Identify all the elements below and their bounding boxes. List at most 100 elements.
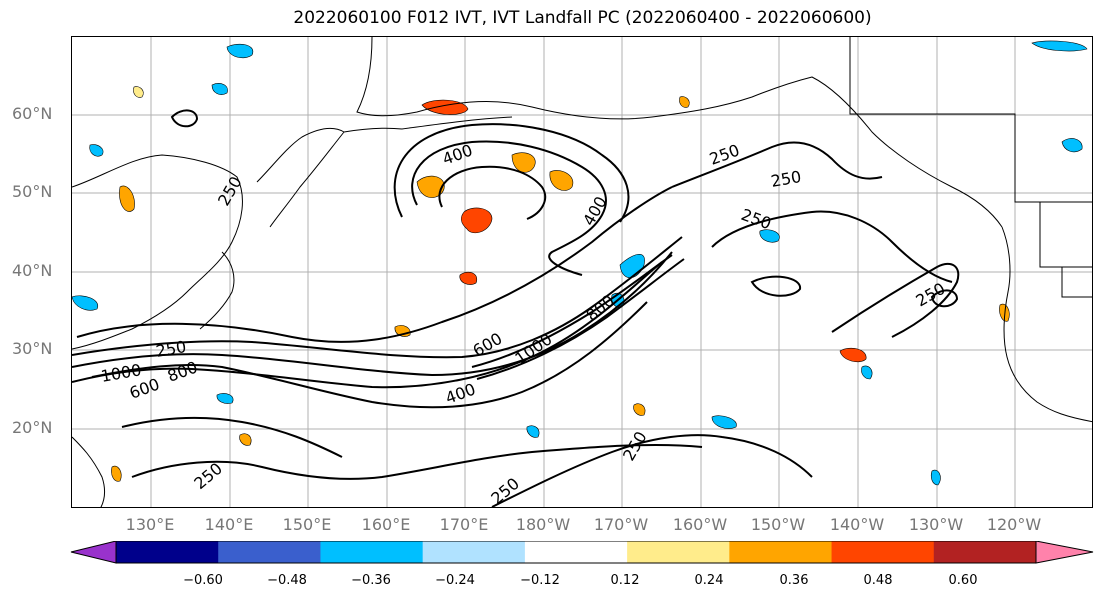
ivt-contour-inner — [438, 165, 547, 220]
pc-patch-positive — [549, 170, 574, 191]
colorbar-bin — [422, 541, 526, 563]
ivt-contour-river-5 — [471, 254, 673, 368]
colorbar-segments — [70, 541, 1094, 564]
coastline-alaska — [356, 37, 1003, 228]
ivt-contour-small-2 — [930, 289, 959, 308]
ivt-contour-south-2 — [491, 434, 813, 507]
coastline-japan — [199, 251, 235, 330]
ivt-contour-river-2 — [72, 251, 673, 377]
contour-label: 250 — [214, 173, 246, 209]
colorbar — [70, 541, 1094, 564]
ivt-contour-river-1 — [72, 261, 663, 389]
boundary-states — [1039, 202, 1092, 298]
boundary-canada-us — [849, 37, 1092, 203]
pc-patch-negative — [72, 295, 99, 311]
lon-label-180w: 180°W — [515, 515, 571, 534]
colorbar-bin — [627, 541, 730, 563]
lon-label-150e: 150°E — [282, 515, 332, 534]
lat-label-40n: 40°N — [12, 261, 53, 280]
contour-label: 250 — [707, 140, 742, 168]
lon-label-140e: 140°E — [204, 515, 254, 534]
pc-patch-negative — [216, 393, 234, 404]
pc-patch-negative — [211, 83, 228, 95]
colorbar-tick: 0.12 — [610, 573, 640, 588]
coastline-asia — [72, 154, 243, 350]
lon-label-150w: 150°W — [750, 515, 806, 534]
contour-label: 250 — [190, 459, 226, 493]
colorbar-bin — [320, 541, 424, 563]
ivt-contour-small-3 — [750, 275, 801, 297]
contour-label: 250 — [739, 205, 774, 233]
coastline-north-america — [1001, 226, 1092, 423]
ivt-contour-250-swirl — [393, 123, 630, 223]
lon-label-160w: 160°W — [672, 515, 728, 534]
ivt-contour-south-3 — [121, 416, 343, 458]
pc-fill-patches — [72, 40, 1088, 486]
lat-label-50n: 50°N — [12, 182, 53, 201]
contour-label: 400 — [440, 140, 475, 168]
pc-patch-positive — [461, 207, 493, 234]
ivt-contour-small-1 — [170, 109, 199, 128]
pc-patch-negative — [526, 425, 540, 438]
pc-patch-positive — [459, 271, 478, 285]
colorbar-outline — [115, 541, 1037, 564]
lon-label-170e: 170°E — [439, 515, 489, 534]
lon-label-170w: 170°W — [593, 515, 649, 534]
ivt-contour-east-2 — [711, 210, 953, 283]
ivt-contour-river-3 — [72, 236, 683, 359]
map-svg: 400 250 250 250 400 250 250 1000 600 800… — [72, 37, 1092, 508]
colorbar-extend-low — [70, 541, 117, 564]
contour-label: 250 — [154, 337, 187, 361]
colorbar-bin — [933, 541, 1037, 563]
pc-patch-positive — [133, 86, 144, 98]
pc-patch-negative — [1031, 40, 1088, 52]
ivt-contour-east-1 — [671, 141, 883, 188]
coastline-aleutians — [343, 116, 513, 133]
coastline-kamchatka — [256, 127, 345, 228]
pc-patch-negative — [759, 229, 780, 243]
ivt-contour-east-3 — [831, 262, 960, 338]
lon-label-140w: 140°W — [829, 515, 885, 534]
colorbar-tick: −0.60 — [183, 573, 223, 588]
pc-patch-positive — [839, 347, 867, 363]
colorbar-tick: 0.60 — [948, 573, 978, 588]
colorbar-tick: −0.48 — [267, 573, 307, 588]
pc-patch-positive — [421, 99, 469, 115]
colorbar-tick: 0.36 — [779, 573, 809, 588]
pc-patch-positive — [111, 465, 122, 482]
colorbar-bin — [524, 541, 628, 563]
ivt-contours — [72, 109, 960, 507]
colorbar-bin — [116, 541, 219, 563]
contour-label: 250 — [619, 428, 651, 464]
pc-patch-negative — [619, 254, 645, 279]
lon-label-130e: 130°E — [125, 515, 175, 534]
coastlines — [72, 37, 1092, 507]
pc-patch-positive — [511, 152, 536, 173]
pc-patch-positive — [679, 96, 690, 108]
pc-patch-negative — [930, 469, 941, 486]
coastline-taiwan-philippines — [72, 436, 106, 507]
pc-patch-negative — [226, 43, 254, 59]
ivt-contour-250-outer — [76, 186, 673, 343]
colorbar-tick: 0.48 — [863, 573, 893, 588]
lat-label-20n: 20°N — [12, 418, 53, 437]
lat-label-30n: 30°N — [12, 339, 53, 358]
ivt-contour-south-1 — [131, 443, 703, 480]
pc-patch-positive — [239, 433, 252, 446]
pc-patch-negative — [861, 365, 873, 380]
pc-patch-positive — [633, 403, 646, 416]
chart-title: 2022060100 F012 IVT, IVT Landfall PC (20… — [293, 8, 872, 28]
pc-patch-negative — [1061, 138, 1083, 153]
ivt-contour-river-6 — [476, 258, 685, 380]
contour-label: 800 — [165, 357, 200, 385]
colorbar-tick: 0.24 — [694, 573, 724, 588]
graticule — [72, 37, 1092, 507]
colorbar-bin — [729, 541, 833, 563]
colorbar-tick: −0.36 — [351, 573, 391, 588]
pc-patch-negative — [89, 144, 104, 157]
pc-patch-positive — [416, 175, 445, 198]
ivt-contour-river-4 — [91, 301, 648, 409]
pc-patch-positive — [119, 185, 135, 212]
contour-label: 250 — [487, 474, 523, 508]
colorbar-bin — [831, 541, 935, 563]
